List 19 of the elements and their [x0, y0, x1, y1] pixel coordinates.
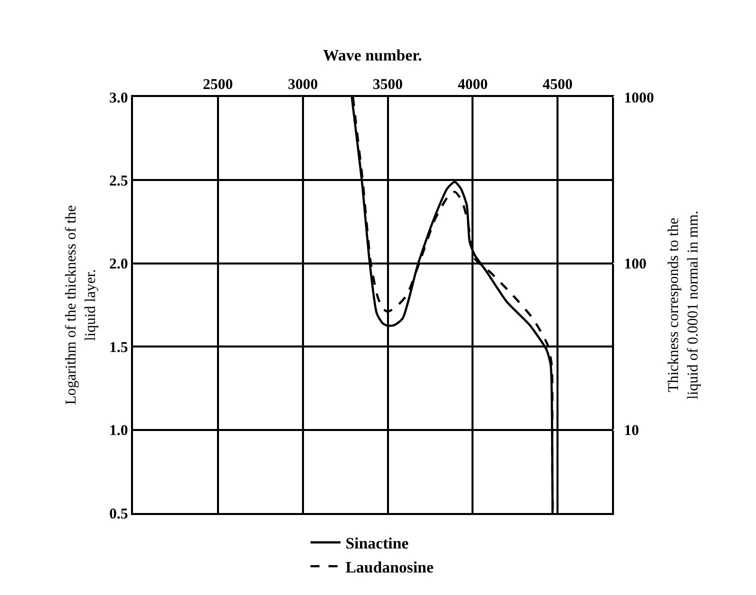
y2-tick-label: 100 [624, 256, 646, 273]
x-tick-label: 3500 [372, 77, 403, 93]
y-tick-label: 1.0 [109, 423, 128, 440]
y2-tick-label: 10 [624, 423, 639, 440]
y-tick-label: 3.0 [109, 90, 128, 106]
y-tick-label: 2.5 [109, 173, 128, 190]
x-axis-title: Wave number. [323, 47, 422, 64]
x-tick-label: 4000 [458, 77, 488, 93]
y2-axis-title: Thickness corresponds to the liquid of 0.0001 normal in mm. [666, 210, 702, 400]
x-tick-label: 2500 [202, 77, 233, 93]
x-tick-label: 4500 [542, 77, 573, 93]
y2-tick-label: 1000 [624, 90, 654, 106]
legend-label: Sinactine [346, 536, 409, 553]
y-axis-title: Logarithm of the thickness of the liquid layer. [64, 204, 99, 405]
y-tick-label: 0.5 [109, 506, 128, 522]
legend-label: Laudanosine [346, 559, 434, 576]
y-tick-label: 2.0 [109, 256, 128, 273]
x-tick-label: 3000 [288, 77, 318, 93]
y-tick-label: 1.5 [109, 340, 128, 356]
